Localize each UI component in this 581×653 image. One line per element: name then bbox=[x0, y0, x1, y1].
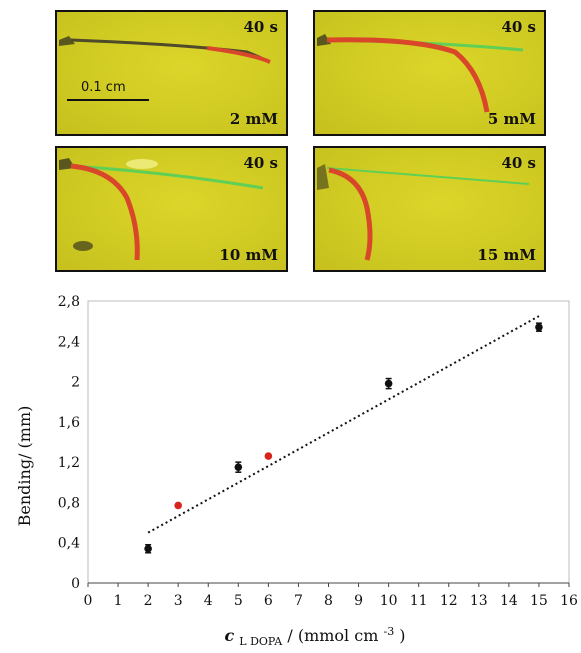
panel-time-label: 40 s bbox=[243, 18, 278, 36]
x-axis-ticks: 0 1 2 3 4 5 6 7 8 9 10 11 12 13 14 15 16 bbox=[84, 583, 578, 609]
data-point bbox=[144, 544, 152, 553]
y-tick-label: 0 bbox=[71, 576, 80, 592]
y-axis-label-group: Bending/ (mm) bbox=[15, 406, 34, 527]
x-tick-label: 10 bbox=[380, 593, 398, 609]
data-point bbox=[174, 501, 182, 510]
x-axis-label-superscript: -3 bbox=[383, 625, 394, 638]
y-tick-label: 2 bbox=[71, 375, 80, 391]
photo-panel-5mm: 40 s 5 mM bbox=[313, 10, 546, 136]
x-axis-label-unit: / (mmol cm bbox=[287, 626, 378, 645]
x-axis-label: c L DOPA / (mmol cm -3 ) bbox=[224, 620, 405, 649]
fiber-illustration bbox=[59, 158, 264, 261]
x-tick-label: 15 bbox=[530, 593, 548, 609]
x-tick-label: 13 bbox=[470, 593, 488, 609]
x-tick-label: 3 bbox=[174, 593, 183, 609]
x-axis-label-end: ) bbox=[399, 626, 405, 645]
panel-time-label: 40 s bbox=[501, 18, 536, 36]
x-tick-label: 11 bbox=[410, 593, 428, 609]
chart-background bbox=[0, 283, 581, 651]
x-tick-label: 9 bbox=[354, 593, 363, 609]
fiber-illustration bbox=[59, 36, 271, 64]
x-tick-label: 4 bbox=[204, 593, 213, 609]
data-points bbox=[144, 322, 543, 554]
photo-panel-15mm: 40 s 15 mM bbox=[313, 146, 546, 272]
x-tick-label: 14 bbox=[500, 593, 518, 609]
fiber-illustration bbox=[317, 164, 530, 261]
fiber-illustration bbox=[317, 34, 524, 113]
x-tick-label: 0 bbox=[84, 593, 93, 609]
y-tick-label: 1,6 bbox=[58, 415, 80, 431]
panel-time-label: 40 s bbox=[501, 154, 536, 172]
x-tick-label: 7 bbox=[294, 593, 303, 609]
y-tick-label: 1,2 bbox=[58, 455, 80, 471]
x-tick-label: 2 bbox=[144, 593, 153, 609]
x-axis-label-symbol: c bbox=[224, 626, 234, 645]
panel-time-label: 40 s bbox=[243, 154, 278, 172]
y-axis-ticks: 0 0,4 0,8 1,2 1,6 2 2,4 2,8 bbox=[58, 294, 80, 592]
y-tick-label: 2,8 bbox=[58, 294, 80, 310]
panel-concentration-label: 5 mM bbox=[487, 110, 536, 128]
y-tick-label: 0,8 bbox=[58, 495, 80, 511]
panel-concentration-label: 15 mM bbox=[477, 246, 536, 264]
y-tick-label: 2,4 bbox=[58, 334, 80, 350]
data-point bbox=[384, 379, 393, 388]
data-point bbox=[234, 463, 243, 471]
scale-bar bbox=[67, 99, 149, 101]
x-tick-label: 12 bbox=[440, 593, 458, 609]
x-tick-label: 6 bbox=[264, 593, 273, 609]
x-tick-label: 5 bbox=[234, 593, 243, 609]
x-tick-label: 8 bbox=[324, 593, 333, 609]
y-axis-label: Bending/ (mm) bbox=[15, 406, 34, 527]
data-point bbox=[264, 452, 273, 460]
panel-concentration-label: 2 mM bbox=[229, 110, 278, 128]
panel-concentration-label: 10 mM bbox=[219, 246, 278, 264]
y-tick-label: 0,4 bbox=[58, 536, 80, 552]
scale-bar-label: 0.1 cm bbox=[81, 80, 126, 95]
photo-panel-10mm: 40 s 10 mM bbox=[55, 146, 288, 272]
data-point bbox=[535, 323, 543, 331]
x-axis-label-subscript: L DOPA bbox=[239, 635, 283, 648]
photo-panel-2mm: 0.1 cm 40 s 2 mM bbox=[55, 10, 288, 136]
x-tick-label: 1 bbox=[114, 593, 123, 609]
x-tick-label: 16 bbox=[560, 593, 578, 609]
photo-panels: 0.1 cm 40 s 2 mM 40 s 5 mM 40 s 10 mM bbox=[0, 0, 581, 280]
